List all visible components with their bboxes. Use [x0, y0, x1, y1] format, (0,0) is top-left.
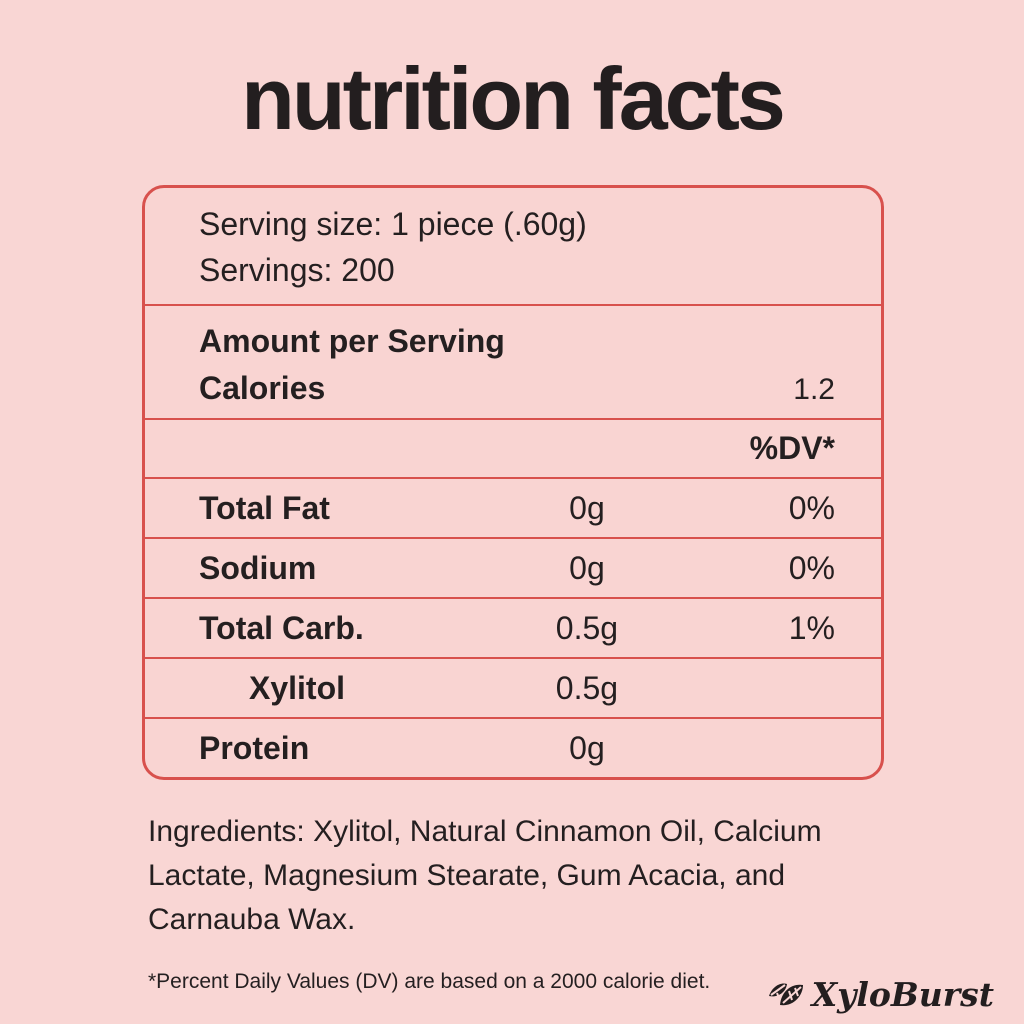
serving-size-text: Serving size: 1 piece (.60g)	[199, 206, 587, 243]
amount-per-serving-label: Amount per Serving	[199, 323, 505, 360]
nutrition-facts-panel: Serving size: 1 piece (.60g) Servings: 2…	[142, 185, 884, 781]
nutrient-amount: 0.5g	[555, 609, 619, 646]
nutrient-name: Xylitol	[249, 669, 346, 706]
nutrient-amount: 0g	[569, 489, 605, 526]
nutrient-name: Total Carb.	[199, 609, 364, 646]
serving-section: Serving size: 1 piece (.60g) Servings: 2…	[145, 188, 881, 304]
nutrient-name: Sodium	[199, 549, 317, 586]
ingredients-text: Ingredients: Xylitol, Natural Cinnamon O…	[148, 815, 822, 937]
nutrient-amount: 0g	[569, 729, 605, 766]
daily-value-header-row: %DV*	[145, 418, 881, 477]
servings-text: Servings: 200	[199, 252, 395, 289]
calories-label: Calories	[199, 370, 326, 407]
nutrient-row-protein: Protein 0g	[145, 717, 881, 777]
nutrient-row-xylitol: Xylitol 0.5g	[145, 657, 881, 717]
nutrient-dv: 0%	[788, 549, 835, 586]
nutrient-amount: 0.5g	[555, 669, 619, 706]
dv-footnote-text: *Percent Daily Values (DV) are based on …	[148, 970, 711, 994]
nutrient-dv: 0%	[788, 489, 835, 526]
brand-name: XyloBurst	[811, 975, 994, 1014]
page-title: nutrition facts	[241, 49, 786, 148]
leaf-icon	[767, 979, 809, 1011]
calories-row: Calories 1.2	[199, 365, 835, 413]
nutrient-name: Protein	[199, 729, 310, 766]
nutrient-row-sodium: Sodium 0g 0%	[145, 537, 881, 597]
nutrient-dv: 1%	[788, 609, 835, 646]
nutrient-amount: 0g	[569, 549, 605, 586]
calories-value: 1.2	[793, 373, 835, 407]
dv-header-label: %DV*	[749, 430, 835, 467]
amount-per-serving-section: Amount per Serving Calories 1.2	[145, 304, 881, 418]
brand-logo: XyloBurst	[767, 975, 994, 1014]
nutrient-row-total-fat: Total Fat 0g 0%	[145, 477, 881, 537]
nutrient-name: Total Fat	[199, 489, 330, 526]
nutrient-row-total-carb: Total Carb. 0.5g 1%	[145, 597, 881, 657]
